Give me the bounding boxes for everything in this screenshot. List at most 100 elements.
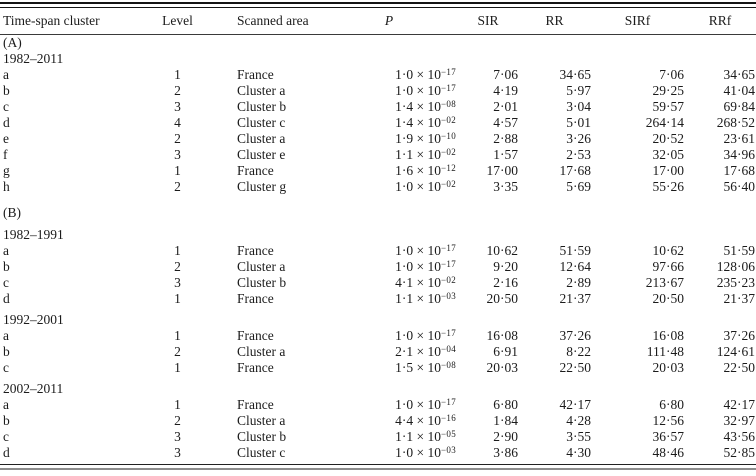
p-value-exponent: −17: [441, 259, 456, 269]
cell-p: 1·0 × 10−02: [320, 179, 458, 195]
cell-sir: 2·01: [493, 99, 518, 114]
cell-sirf: 16·08: [652, 328, 685, 343]
cell-p: 1·4 × 10−08: [320, 99, 458, 115]
col-header-time-span-cluster: Time-span cluster: [0, 8, 150, 35]
cell-level: 2: [174, 259, 181, 274]
cell-cluster: c: [3, 360, 9, 375]
table-row: a 1 France 1·0 × 10−17 10·62 51·59 10·62 51·59: [0, 243, 756, 259]
p-value-base: 1·0 × 10: [395, 397, 442, 412]
table-row: c 3 Cluster b 1·1 × 10−05 2·90 3·55 36·57 43·56: [0, 429, 756, 445]
table-row: f 3 Cluster e 1·1 × 10−02 1·57 2·53 32·05 34·96: [0, 147, 756, 163]
cell-cluster: g: [3, 163, 10, 178]
cell-p: 1·5 × 10−08: [320, 360, 458, 376]
cell-rrf: 43·56: [723, 429, 756, 444]
p-value-base: 1·4 × 10: [395, 99, 442, 114]
cell-area: Cluster a: [237, 344, 286, 359]
cell-p: 1·1 × 10−02: [320, 147, 458, 163]
section-label: (B): [3, 205, 21, 220]
header-row: Time-span cluster Level Scanned area P S…: [0, 8, 756, 35]
spacer-row: [0, 195, 756, 205]
cell-cluster: a: [3, 328, 9, 343]
cell-sir: 2·90: [493, 429, 518, 444]
cell-sirf: 7·06: [659, 67, 684, 82]
cell-sirf: 36·57: [652, 429, 685, 444]
cell-rrf: 32·97: [723, 413, 756, 428]
cell-level: 1: [174, 291, 181, 306]
cell-cluster: a: [3, 397, 9, 412]
cell-area: Cluster b: [237, 99, 287, 114]
cell-p: 1·9 × 10−10: [320, 131, 458, 147]
p-value-base: 1·0 × 10: [395, 179, 442, 194]
table-row: h 2 Cluster g 1·0 × 10−02 3·35 5·69 55·26 56·40: [0, 179, 756, 195]
p-value-base: 1·0 × 10: [395, 83, 442, 98]
table-row: b 2 Cluster a 1·0 × 10−17 9·20 12·64 97·66 128·…: [0, 259, 756, 275]
cell-rrf: 22·50: [723, 360, 756, 375]
cell-sirf: 264·14: [645, 115, 684, 130]
cell-rr: 12·64: [559, 259, 592, 274]
cell-p: 4·4 × 10−16: [320, 413, 458, 429]
cell-area: Cluster a: [237, 259, 286, 274]
cell-level: 3: [174, 429, 181, 444]
table-row: b 2 Cluster a 2·1 × 10−04 6·91 8·22 111·48 124·…: [0, 344, 756, 360]
cell-cluster: e: [3, 131, 9, 146]
cell-p: 1·1 × 10−03: [320, 291, 458, 307]
spacer-cell: [0, 195, 756, 205]
cell-level: 1: [174, 243, 181, 258]
cell-p: 1·4 × 10−02: [320, 115, 458, 131]
cell-level: 3: [174, 275, 181, 290]
cell-area: France: [237, 163, 274, 178]
cell-rr: 51·59: [559, 243, 592, 258]
cell-level: 1: [174, 328, 181, 343]
cell-p: 4·1 × 10−02: [320, 275, 458, 291]
cell-rr: 17·68: [559, 163, 592, 178]
cell-rr: 3·26: [566, 131, 591, 146]
cell-sirf: 32·05: [652, 147, 685, 162]
cell-rrf: 268·52: [716, 115, 755, 130]
table-row: a 1 France 1·0 × 10−17 7·06 34·65 7·06 34·65: [0, 67, 756, 83]
bottom-double-rule: [0, 464, 756, 470]
cell-sir: 2·88: [493, 131, 518, 146]
p-value-base: 4·1 × 10: [395, 275, 442, 290]
p-value-exponent: −16: [441, 413, 456, 423]
cell-area: Cluster c: [237, 445, 286, 460]
p-value-exponent: −03: [441, 291, 456, 301]
cell-level: 2: [174, 413, 181, 428]
cell-rr: 3·55: [566, 429, 591, 444]
table-row: d 1 France 1·1 × 10−03 20·50 21·37 20·50 21·37: [0, 291, 756, 307]
cell-sir: 1·84: [493, 413, 518, 428]
cell-level: 1: [174, 67, 181, 82]
cell-cluster: c: [3, 275, 9, 290]
cell-sir: 3·86: [493, 445, 518, 460]
p-value-exponent: −05: [441, 429, 456, 439]
cell-cluster: h: [3, 179, 10, 194]
cell-sir: 20·03: [486, 360, 519, 375]
cell-p: 1·0 × 10−17: [320, 259, 458, 275]
p-value-base: 1·0 × 10: [395, 445, 442, 460]
cell-rrf: 23·61: [723, 131, 756, 146]
cell-rr: 21·37: [559, 291, 592, 306]
table-row: c 3 Cluster b 4·1 × 10−02 2·16 2·89 213·67 235·…: [0, 275, 756, 291]
cell-level: 2: [174, 131, 181, 146]
col-header-sirf: SIRf: [591, 8, 684, 35]
cell-level: 1: [174, 397, 181, 412]
cell-cluster: b: [3, 413, 10, 428]
p-value-exponent: −12: [441, 163, 456, 173]
cell-area: France: [237, 397, 274, 412]
cell-level: 3: [174, 99, 181, 114]
cell-rrf: 56·40: [723, 179, 756, 194]
table-body: (A) 1982–2011 a 1 France 1·0 × 10−17 7·06 34·65…: [0, 35, 756, 462]
cell-sir: 2·16: [493, 275, 518, 290]
col-header-p-value: P: [320, 8, 458, 35]
p-value-exponent: −08: [441, 99, 456, 109]
cell-sirf: 55·26: [652, 179, 685, 194]
cell-rrf: 21·37: [723, 291, 756, 306]
p-value-base: 1·0 × 10: [395, 259, 442, 274]
cell-p: 1·0 × 10−17: [320, 67, 458, 83]
cell-sir: 17·00: [486, 163, 519, 178]
cell-cluster: c: [3, 99, 9, 114]
cell-level: 2: [174, 179, 181, 194]
cell-area: Cluster e: [237, 147, 286, 162]
cell-sir: 6·91: [493, 344, 518, 359]
cell-rrf: 235·23: [716, 275, 755, 290]
